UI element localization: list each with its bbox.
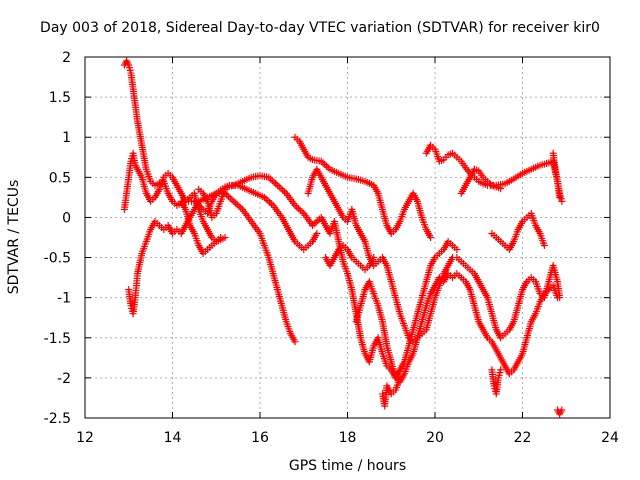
x-tick-label: 22 (514, 430, 532, 446)
y-tick-label: 0.5 (49, 170, 71, 186)
y-tick-label: -2 (57, 371, 71, 387)
data-point (266, 198, 274, 206)
data-point (226, 194, 234, 202)
data-point (281, 188, 288, 196)
data-point (497, 185, 505, 193)
y-axis-label: SDTVAR / TECUs (6, 179, 22, 295)
data-point (291, 338, 299, 346)
x-tick-label: 20 (426, 430, 444, 446)
data-point (270, 178, 278, 186)
data-point (264, 197, 272, 205)
data-point (275, 183, 283, 191)
y-tick-label: 1 (62, 130, 71, 146)
data-point (295, 205, 302, 213)
data-point (279, 186, 287, 194)
y-tick-label: -2.5 (44, 411, 71, 427)
data-markers (120, 57, 566, 418)
data-point (217, 234, 225, 241)
data-point (313, 229, 321, 237)
x-tick-label: 24 (601, 430, 619, 446)
y-tick-label: -1.5 (44, 331, 71, 347)
data-point (296, 206, 304, 214)
data-point (323, 162, 330, 170)
data-point (268, 177, 276, 185)
data-point (277, 185, 285, 193)
x-tick-label: 18 (339, 430, 357, 446)
data-point (228, 196, 236, 204)
x-tick-label: 14 (164, 430, 182, 446)
data-point (237, 204, 245, 212)
data-point (233, 201, 241, 209)
y-tick-label: -1 (57, 291, 71, 307)
axis-ticks: 12 14 16 18 20 22 24 2 1.5 1 0.5 0 -0.5 -1 -1.5 -2 -2.5 (44, 50, 619, 446)
x-tick-label: 16 (251, 430, 269, 446)
data-point (427, 234, 435, 241)
y-tick-label: 0 (62, 210, 71, 226)
data-point (558, 406, 566, 414)
data-point (272, 180, 280, 188)
data-point (232, 199, 239, 207)
data-point (235, 202, 243, 210)
data-point (558, 197, 566, 205)
grid-lines (85, 57, 610, 418)
data-point (556, 294, 564, 302)
data-point (396, 374, 404, 382)
data-point (274, 181, 281, 189)
data-point (293, 203, 301, 211)
data-point (314, 217, 322, 225)
x-tick-label: 12 (76, 430, 94, 446)
data-point (298, 208, 306, 216)
y-tick-label: -0.5 (44, 251, 71, 267)
chart-title: Day 003 of 2018, Sidereal Day-to-day VTE… (40, 20, 600, 36)
data-point (321, 160, 329, 168)
data-point (230, 197, 238, 205)
data-point (312, 218, 320, 226)
data-point (370, 254, 378, 262)
data-point (540, 242, 548, 250)
data-point (497, 366, 505, 374)
data-point (267, 200, 275, 208)
data-point (453, 246, 461, 254)
y-tick-label: 1.5 (49, 90, 71, 106)
x-axis-label: GPS time / hours (288, 458, 407, 474)
y-tick-label: 2 (62, 50, 71, 66)
